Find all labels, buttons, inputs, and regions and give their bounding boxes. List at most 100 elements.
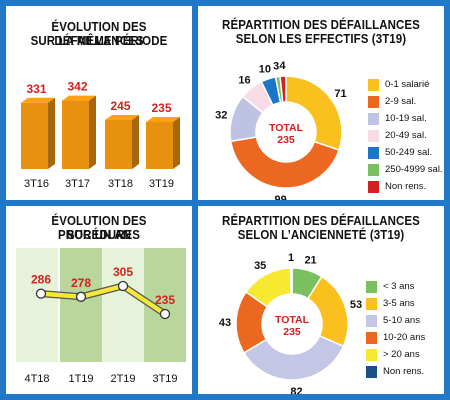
- line-chart: 286 4T18 278 1T19 305 2T19 235 3T19: [16, 248, 186, 385]
- donut-slice: [289, 267, 293, 295]
- column-band: [16, 248, 58, 362]
- legend-label: 50-249 sal.: [385, 147, 433, 158]
- legend-label: 10-20 ans: [383, 332, 426, 343]
- legend-swatch: [368, 163, 379, 176]
- legend-item: 0-1 salarié: [368, 76, 443, 93]
- bar-side-face: [48, 97, 55, 169]
- line-category-label: 4T18: [24, 373, 49, 385]
- chart-title-line1: ÉVOLUTION DES DÉFAILLANCES: [51, 20, 147, 48]
- legend-swatch: [368, 112, 379, 125]
- legend-label: 0-1 salarié: [385, 79, 430, 90]
- legend-item: Non rens.: [368, 178, 443, 195]
- point-value-label: 278: [71, 276, 91, 290]
- slice-value-label: 4: [279, 60, 286, 72]
- bar: [21, 102, 48, 169]
- donut-slice: [285, 75, 343, 151]
- legend-item: 5-10 ans: [366, 312, 425, 329]
- bar-top-face: [62, 95, 96, 101]
- slice-value-label: 53: [350, 299, 362, 311]
- donut-slice: [242, 334, 345, 381]
- slice-value-label: 1: [288, 252, 294, 264]
- bar-chart: 331 3T16 342 3T17 245 3T18 235 3T19: [21, 80, 180, 190]
- slice-value-label: 32: [215, 110, 227, 122]
- legend-label: < 3 ans: [383, 281, 415, 292]
- point-value-label: 286: [31, 273, 51, 287]
- legend-label: Non rens.: [383, 366, 425, 377]
- legend-swatch: [368, 180, 379, 193]
- slice-value-label: 3: [273, 61, 279, 73]
- donut-slice: [279, 75, 287, 103]
- panel-repartition-anciennete: RÉPARTITION DES DÉFAILLANCES SELON L’ANC…: [198, 206, 444, 394]
- legend-item: 250-4999 sal.: [368, 161, 443, 178]
- legend-swatch: [366, 314, 377, 327]
- legend-swatch: [368, 129, 379, 142]
- line-point: [117, 280, 129, 292]
- column-band: [102, 248, 144, 362]
- legend-item: Non rens.: [366, 363, 425, 380]
- donut-slice: [229, 136, 340, 189]
- legend-label: 250-4999 sal.: [385, 164, 443, 175]
- bar-top-face: [105, 115, 139, 120]
- legend-swatch: [366, 348, 377, 361]
- bar-value-label: 342: [67, 80, 87, 94]
- legend-item: 2-9 sal.: [368, 93, 443, 110]
- bar-top-face: [146, 117, 180, 122]
- bar: [105, 120, 132, 169]
- point-value-label: 235: [155, 293, 175, 307]
- panel-repartition-effectifs: RÉPARTITION DES DÉFAILLANCES SELON LES E…: [198, 6, 444, 200]
- line-category-label: 1T19: [68, 373, 93, 385]
- legend-label: 20-49 sal.: [385, 130, 427, 141]
- column-band: [60, 248, 102, 362]
- legend-swatch: [366, 365, 377, 378]
- donut-center-value: 235: [283, 326, 301, 338]
- panel-procedures-evolution: ÉVOLUTION DES PROCÉDURES SUR UN AN 286 4T…: [6, 206, 192, 394]
- line-category-label: 3T19: [152, 373, 177, 385]
- line-series: [38, 283, 168, 317]
- legend-item: < 3 ans: [366, 278, 425, 295]
- bar-value-label: 235: [151, 101, 171, 115]
- legend-swatch: [368, 78, 379, 91]
- legend-item: 10-19 sal.: [368, 110, 443, 127]
- bar-value-label: 331: [26, 82, 46, 96]
- bar-value-label: 245: [110, 99, 130, 113]
- slice-value-label: 35: [254, 260, 266, 272]
- bar-category-label: 3T17: [65, 178, 90, 190]
- chart-title-line1: ÉVOLUTION DES PROCÉDURES: [51, 214, 147, 242]
- legend-label: 5-10 ans: [383, 315, 420, 326]
- legend-item: 50-249 sal.: [368, 144, 443, 161]
- donut-center-label: TOTAL: [269, 122, 304, 134]
- line-point: [75, 291, 87, 302]
- legend-label: 2-9 sal.: [385, 96, 417, 107]
- bar: [62, 100, 89, 169]
- chart-title-line1: RÉPARTITION DES DÉFAILLANCES: [222, 214, 420, 228]
- bar-category-label: 3T19: [149, 178, 174, 190]
- legend-effectifs: 0-1 salarié 2-9 sal. 10-19 sal. 20-49 sal. 5…: [368, 76, 443, 195]
- bar-side-face: [132, 115, 139, 169]
- legend-swatch: [368, 95, 379, 108]
- donut-center-label: TOTAL: [275, 314, 310, 326]
- legend-anciennete: < 3 ans 3-5 ans 5-10 ans 10-20 ans > 20 ans N…: [366, 278, 425, 380]
- chart-title-line1: RÉPARTITION DES DÉFAILLANCES: [222, 18, 420, 32]
- donut-center-value: 235: [277, 134, 295, 146]
- legend-label: Non rens.: [385, 181, 427, 192]
- legend-label: > 20 ans: [383, 349, 420, 360]
- bar-side-face: [89, 95, 96, 169]
- line-point: [35, 288, 47, 299]
- bar-top-face: [21, 97, 55, 103]
- point-value-label: 305: [113, 265, 133, 279]
- slice-value-label: 71: [334, 88, 346, 100]
- bar-category-label: 3T16: [24, 178, 49, 190]
- bar-side-face: [173, 117, 180, 169]
- line-category-label: 2T19: [110, 373, 135, 385]
- legend-swatch: [368, 146, 379, 159]
- legend-label: 3-5 ans: [383, 298, 415, 309]
- legend-swatch: [366, 280, 377, 293]
- chart-title-line2: SELON L’ANCIENNETÉ (3T19): [237, 228, 405, 242]
- chart-title-line2: SELON LES EFFECTIFS (3T19): [235, 32, 407, 46]
- legend-item: > 20 ans: [366, 346, 425, 363]
- slice-value-label: 99: [275, 194, 287, 200]
- line-point: [159, 308, 171, 320]
- bar: [146, 122, 173, 169]
